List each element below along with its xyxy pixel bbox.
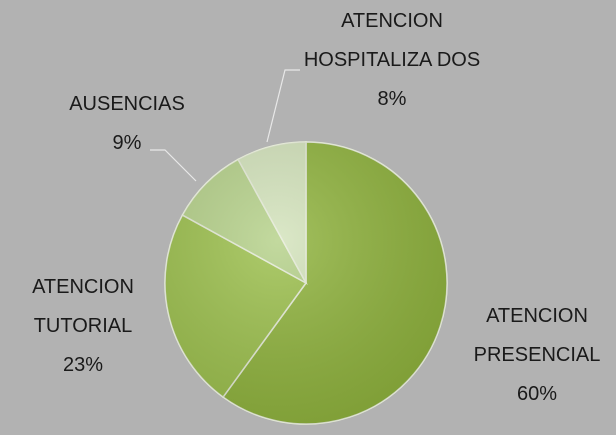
category-label: ATENCION PRESENCIAL xyxy=(473,305,601,366)
leader-line xyxy=(266,69,300,143)
leader-line xyxy=(150,149,197,182)
category-label: ATENCION TUTORIAL xyxy=(32,276,134,337)
slice-label: ATENCION TUTORIAL 23% xyxy=(0,268,166,385)
value-label: 9% xyxy=(112,132,142,154)
value-label: 60% xyxy=(516,383,558,405)
category-label: AUSENCIAS xyxy=(69,93,185,115)
slice-label: ATENCION HOSPITALIZA DOS 8% xyxy=(300,2,484,119)
value-label: 23% xyxy=(62,354,104,376)
slice-label: AUSENCIAS 9% xyxy=(52,85,202,163)
value-label: 8% xyxy=(377,88,407,110)
slice-label: ATENCION PRESENCIAL 60% xyxy=(452,297,616,414)
category-label: ATENCION HOSPITALIZA DOS xyxy=(303,10,481,71)
